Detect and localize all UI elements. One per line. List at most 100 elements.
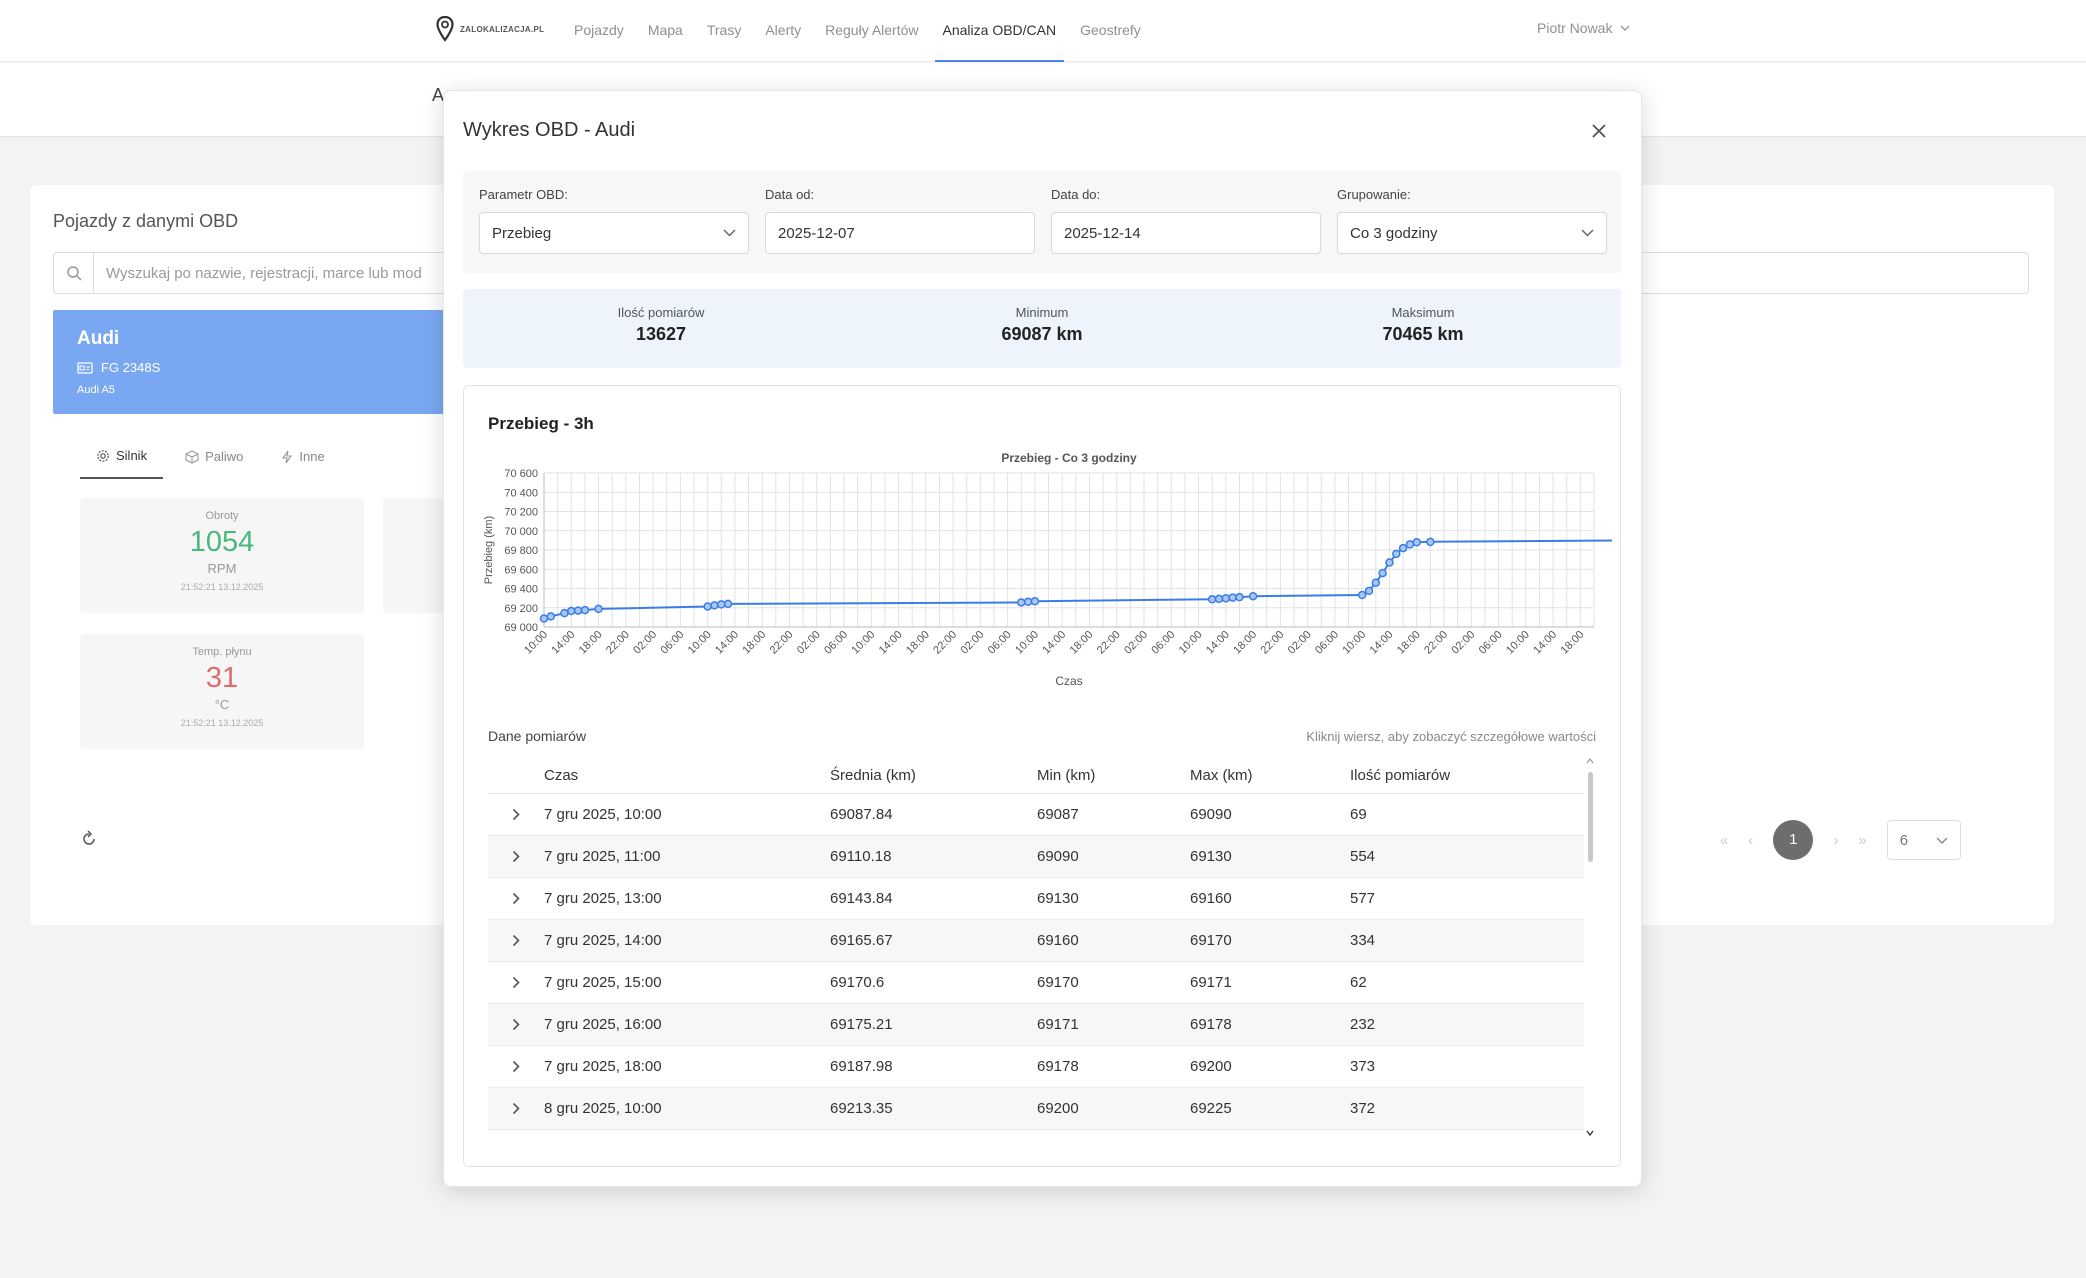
grouping-label: Grupowanie:	[1337, 187, 1411, 202]
param-label: Parametr OBD:	[479, 187, 568, 202]
x-tick-label: 14:00	[1531, 629, 1559, 657]
expand-row-icon[interactable]	[488, 892, 544, 905]
x-tick-label: 10:00	[1504, 629, 1532, 657]
x-tick-label: 02:00	[1449, 629, 1477, 657]
cell-count: 554	[1350, 848, 1376, 865]
cell-srednia: 69175.21	[830, 1016, 893, 1033]
obd-chart-modal: Wykres OBD - Audi Parametr OBD: Przebieg…	[443, 90, 1642, 1187]
data-point	[1405, 540, 1415, 549]
col-min[interactable]: Min (km)	[1037, 767, 1096, 784]
cell-srednia: 69110.18	[830, 848, 892, 865]
expand-row-icon[interactable]	[488, 1018, 544, 1031]
table-row[interactable]: 7 gru 2025, 16:00 69175.21 69171 69178 232	[488, 1004, 1584, 1046]
chevron-down-icon	[1936, 837, 1948, 844]
chevron-down-icon	[723, 229, 736, 237]
param-select[interactable]: Przebieg	[479, 212, 749, 254]
x-tick-label: 06:00	[1477, 629, 1505, 657]
metric-card-obroty: Obroty 1054 RPM 21:52:21 13.12.2025	[80, 498, 364, 613]
pagination: « ‹ 1 › » 6	[1720, 820, 1961, 860]
refresh-button[interactable]	[80, 830, 98, 853]
top-navbar: ZALOKALIZACJA.PL Pojazdy Mapa Trasy Aler…	[0, 0, 2086, 62]
col-count[interactable]: Ilość pomiarów	[1350, 767, 1451, 784]
date-to-input[interactable]: 2025-12-14	[1051, 212, 1321, 254]
nav-item-pojazdy[interactable]: Pojazdy	[574, 22, 624, 38]
expand-row-icon[interactable]	[488, 1060, 544, 1073]
tab-silnik-label: Silnik	[116, 448, 148, 463]
prev-page-icon[interactable]: ‹	[1748, 831, 1754, 849]
data-point	[1248, 591, 1258, 601]
col-czas[interactable]: Czas	[544, 767, 579, 784]
expand-row-icon[interactable]	[488, 850, 544, 863]
nav-item-reguly-alertow[interactable]: Reguły Alertów	[825, 22, 919, 38]
date-from-input[interactable]: 2025-12-07	[765, 212, 1035, 254]
table-row[interactable]: 8 gru 2025, 10:00 69213.35 69200 69225 372	[488, 1088, 1584, 1130]
stat-value: 70465 km	[1382, 324, 1464, 344]
scroll-down-icon[interactable]	[1586, 1130, 1594, 1136]
logo[interactable]: ZALOKALIZACJA.PL	[436, 16, 544, 42]
table-row[interactable]: 7 gru 2025, 14:00 69165.67 69160 69170 334	[488, 920, 1584, 962]
table-row[interactable]: 7 gru 2025, 10:00 69087.84 69087 69090 69	[488, 794, 1584, 836]
cell-min: 69171	[1037, 1016, 1079, 1033]
date-to-value: 2025-12-14	[1064, 224, 1141, 242]
metric-value: 31	[205, 662, 239, 694]
expand-row-icon[interactable]	[488, 976, 544, 989]
nav-item-trasy[interactable]: Trasy	[706, 22, 742, 38]
nav-item-mapa[interactable]: Mapa	[647, 22, 683, 38]
expand-row-icon[interactable]	[488, 808, 544, 821]
page-size-select[interactable]: 6	[1886, 820, 1961, 860]
last-page-icon[interactable]: »	[1858, 831, 1867, 849]
table-row[interactable]: 7 gru 2025, 11:00 69110.18 69090 69130 554	[488, 836, 1584, 878]
measurements-table: Czas Średnia (km) Min (km) Max (km) Iloś…	[488, 758, 1584, 1138]
table-header: Czas Średnia (km) Min (km) Max (km) Iloś…	[488, 758, 1584, 794]
expand-row-icon[interactable]	[488, 1102, 544, 1115]
stat-minimum: Minimum 69087 km	[892, 305, 1192, 345]
data-point	[1207, 595, 1217, 604]
data-point	[539, 614, 549, 623]
scroll-thumb[interactable]	[1588, 772, 1593, 862]
table-row[interactable]: 7 gru 2025, 18:00 69187.98 69178 69200 373	[488, 1046, 1584, 1088]
data-point	[1371, 578, 1381, 587]
tab-paliwo[interactable]: Paliwo	[169, 440, 259, 479]
expand-row-icon[interactable]	[488, 934, 544, 947]
current-page[interactable]: 1	[1773, 820, 1814, 860]
x-tick-label: 14:00	[1204, 629, 1232, 657]
table-scrollbar[interactable]	[1584, 758, 1594, 1138]
vehicle-card-audi[interactable]: Audi FG 2348S Audi A5	[53, 310, 453, 414]
table-row[interactable]: 7 gru 2025, 13:00 69143.84 69130 69160 577	[488, 878, 1584, 920]
data-point	[723, 599, 733, 609]
nav-item-alerty[interactable]: Alerty	[765, 22, 802, 38]
scroll-up-icon[interactable]	[1586, 758, 1594, 764]
grouping-select-value: Co 3 godziny	[1350, 224, 1438, 242]
x-tick-label: 22:00	[931, 629, 959, 657]
table-row[interactable]: 7 gru 2025, 15:00 69170.6 69170 69171 62	[488, 962, 1584, 1004]
user-menu[interactable]: Piotr Nowak	[1537, 20, 1630, 36]
vehicle-plate: FG 2348S	[77, 360, 160, 375]
cell-count: 577	[1350, 890, 1376, 907]
modal-title: Wykres OBD - Audi	[463, 119, 636, 141]
grouping-select[interactable]: Co 3 godziny	[1337, 212, 1607, 254]
tab-silnik[interactable]: Silnik	[80, 440, 164, 479]
x-tick-label: 22:00	[768, 629, 796, 657]
x-tick-label: 10:00	[1340, 629, 1368, 657]
col-srednia[interactable]: Średnia (km)	[830, 767, 916, 784]
cell-max: 69200	[1190, 1058, 1232, 1075]
nav-item-geostrefy[interactable]: Geostrefy	[1080, 22, 1141, 38]
first-page-icon[interactable]: «	[1720, 831, 1729, 849]
cell-czas: 7 gru 2025, 16:00	[544, 1016, 662, 1033]
close-button[interactable]	[1587, 119, 1611, 143]
next-page-icon[interactable]: ›	[1833, 831, 1839, 849]
x-tick-label: 22:00	[1259, 629, 1287, 657]
cell-max: 69225	[1190, 1100, 1232, 1117]
date-to-filter: Data do: 2025-12-14	[1051, 187, 1321, 254]
metric-card-temp-plynu: Temp. płynu 31 °C 21:52:21 13.12.2025	[80, 634, 364, 749]
main-nav: Pojazdy Mapa Trasy Alerty Reguły Alertów…	[562, 0, 1153, 62]
x-tick-label: 06:00	[822, 629, 850, 657]
data-point	[594, 604, 603, 614]
cell-count: 373	[1350, 1058, 1376, 1075]
nav-item-analiza-obd[interactable]: Analiza OBD/CAN	[931, 0, 1069, 62]
gear-icon	[97, 449, 109, 462]
col-max[interactable]: Max (km)	[1190, 767, 1253, 784]
tab-inne[interactable]: Inne	[265, 440, 340, 479]
map-pin-icon	[436, 16, 454, 42]
cell-czas: 7 gru 2025, 11:00	[544, 848, 661, 865]
